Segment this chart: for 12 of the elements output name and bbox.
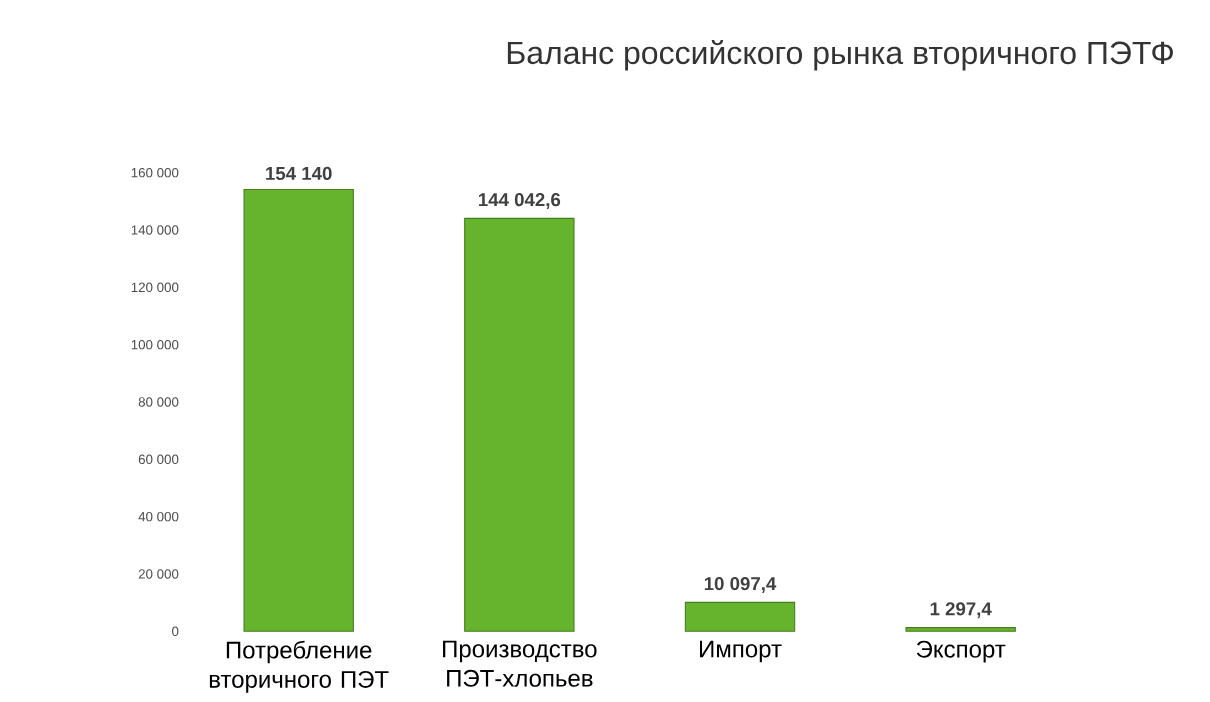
data-label: 154 140: [266, 167, 332, 181]
bar: [464, 218, 575, 633]
x-tick-label: Импорт: [700, 640, 782, 663]
x-tick-label: Производство ПЭТ-хлопьев: [443, 640, 597, 688]
bar: [684, 602, 796, 633]
chart-title: Баланс российского рынка вторичного ПЭТФ: [507, 40, 1173, 71]
data-label: 144 042,6: [479, 193, 561, 210]
x-tick-label: Экспорт: [916, 640, 1006, 663]
data-label: 1 297,4: [930, 602, 992, 619]
data-label: 10 097,4: [704, 577, 777, 594]
bar: [243, 189, 354, 633]
x-tick-label: Потребление вторичного ПЭТ: [209, 640, 389, 693]
